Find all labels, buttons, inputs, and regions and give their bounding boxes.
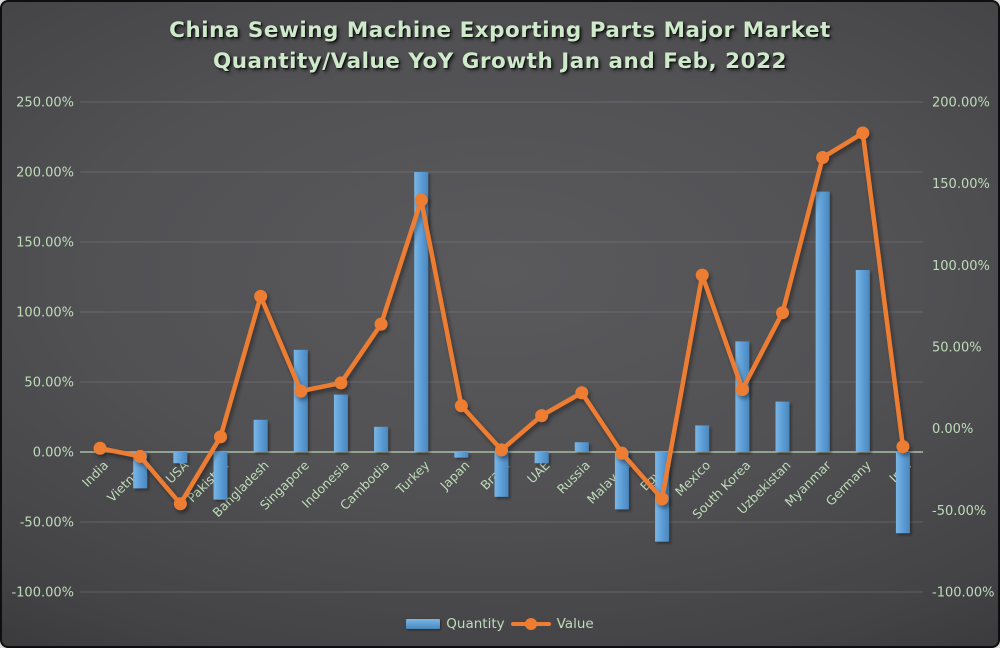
chart-legend: Quantity Value [2,612,998,636]
value-point-egypt [655,492,669,506]
right-axis-tick-label: 150.00% [932,177,990,192]
value-point-germany [856,126,870,140]
category-label-turkey: Turkey [392,457,433,498]
value-point-cambodia [374,317,388,331]
value-point-iran [896,440,910,454]
left-axis-tick-label: 200.00% [16,166,74,181]
right-axis-tick-label: 50.00% [932,341,982,356]
bar-usa [173,452,188,464]
bar-singapore [293,349,308,452]
right-axis-tick-label: 200.00% [932,96,990,111]
value-point-pakistan [214,430,227,444]
category-label-russia: Russia [554,458,593,497]
left-axis-tick-label: 50.00% [24,376,74,391]
legend-value-dot-icon [524,618,537,630]
value-point-indonesia [334,376,348,390]
value-point-japan [454,399,468,413]
right-axis-tick-label: -50.00% [932,504,986,519]
value-point-usa [173,497,187,511]
right-axis-tick-label: 0.00% [932,422,973,437]
value-point-india [93,441,107,455]
bar-turkey [414,172,429,452]
bar-germany [855,270,870,452]
value-line-group [93,126,910,511]
value-point-uzbekistan [776,306,789,320]
value-point-malaysia [615,446,629,460]
chart-title-line2: Quantity/Value YoY Growth Jan and Feb, 2… [212,49,788,74]
bar-malaysia [614,452,629,510]
bar-mexico [695,425,710,452]
bar-japan [454,452,469,458]
left-axis-tick-label: 100.00% [16,306,74,321]
left-axis-tick-label: -50.00% [20,516,74,531]
left-axis-tick-label: 250.00% [16,96,74,111]
gridlines [80,101,923,593]
chart-title: China Sewing Machine Exporting Parts Maj… [2,15,998,77]
bar-myanmar [815,191,830,452]
legend-quantity-label: Quantity [446,616,505,632]
value-point-uae [535,409,549,423]
legend-value-swatch-icon [510,618,551,630]
category-label-india: India [79,458,111,490]
bar-pakistan [213,452,228,500]
bar-iran [895,452,910,534]
category-label-japan: Japan [437,458,473,494]
bar-bangladesh [253,419,268,452]
bar-uzbekistan [775,401,790,452]
bar-south-korea [735,341,750,452]
value-point-turkey [414,193,428,207]
value-point-south-korea [735,382,749,396]
value-point-mexico [695,268,709,282]
value-point-vietnam [133,449,147,463]
value-point-singapore [294,384,308,398]
right-axis-tick-label: 100.00% [932,259,990,274]
legend-quantity-swatch-icon [406,619,441,629]
value-point-russia [575,386,589,400]
bar-uae [534,452,549,464]
quantity-bars [133,172,910,542]
bar-brazil [494,452,509,497]
left-axis-tick-label: 0.00% [33,446,74,461]
value-point-bangladesh [254,289,268,303]
chart-title-line1: China Sewing Machine Exporting Parts Maj… [169,18,831,43]
right-axis-tick-label: -100.00% [932,586,995,601]
value-point-myanmar [816,151,830,165]
value-point-brazil [495,443,508,457]
left-axis-tick-label: -100.00% [11,586,74,601]
legend-value-label: Value [556,616,594,632]
bar-cambodia [374,426,389,452]
left-axis-tick-label: 150.00% [16,236,74,251]
bar-indonesia [333,394,348,452]
bar-russia [574,442,589,452]
